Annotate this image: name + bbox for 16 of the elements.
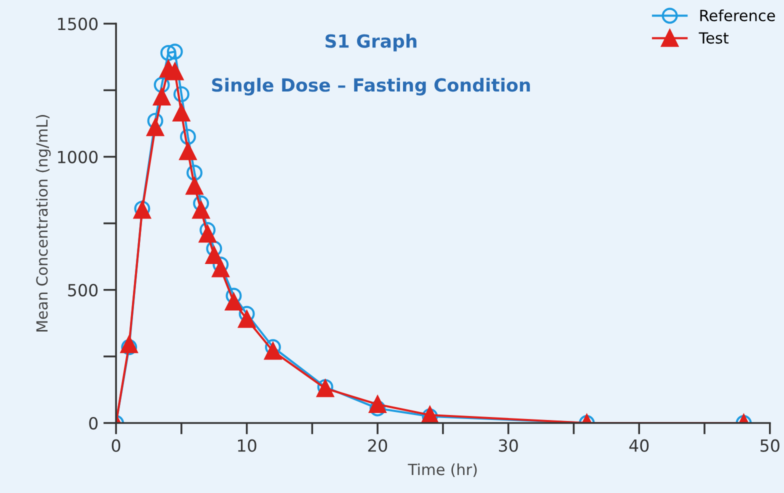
x-tick-label: 10: [238, 439, 256, 452]
x-tick-label: 20: [368, 439, 388, 452]
y-tick-label: 500: [68, 284, 98, 296]
y-axis-title: Mean Concentration (ng/mL): [36, 115, 51, 332]
y-tick-label: 1000: [58, 150, 98, 164]
text: S1 Graph: [326, 34, 416, 52]
legend-label: Test: [698, 32, 729, 44]
x-axis-title: Time (hr): [408, 463, 477, 478]
text: Single Dose – Fasting Condition: [212, 78, 530, 96]
legend-label: Reference: [700, 9, 775, 22]
x-tick-label: 0: [112, 439, 120, 452]
y-tick-label: 1500: [58, 18, 98, 30]
y-tick-label: 0: [89, 416, 98, 430]
x-tick-label: 40: [629, 439, 649, 452]
x-tick-label: 30: [499, 439, 518, 452]
x-tick-label: 50: [760, 439, 780, 452]
